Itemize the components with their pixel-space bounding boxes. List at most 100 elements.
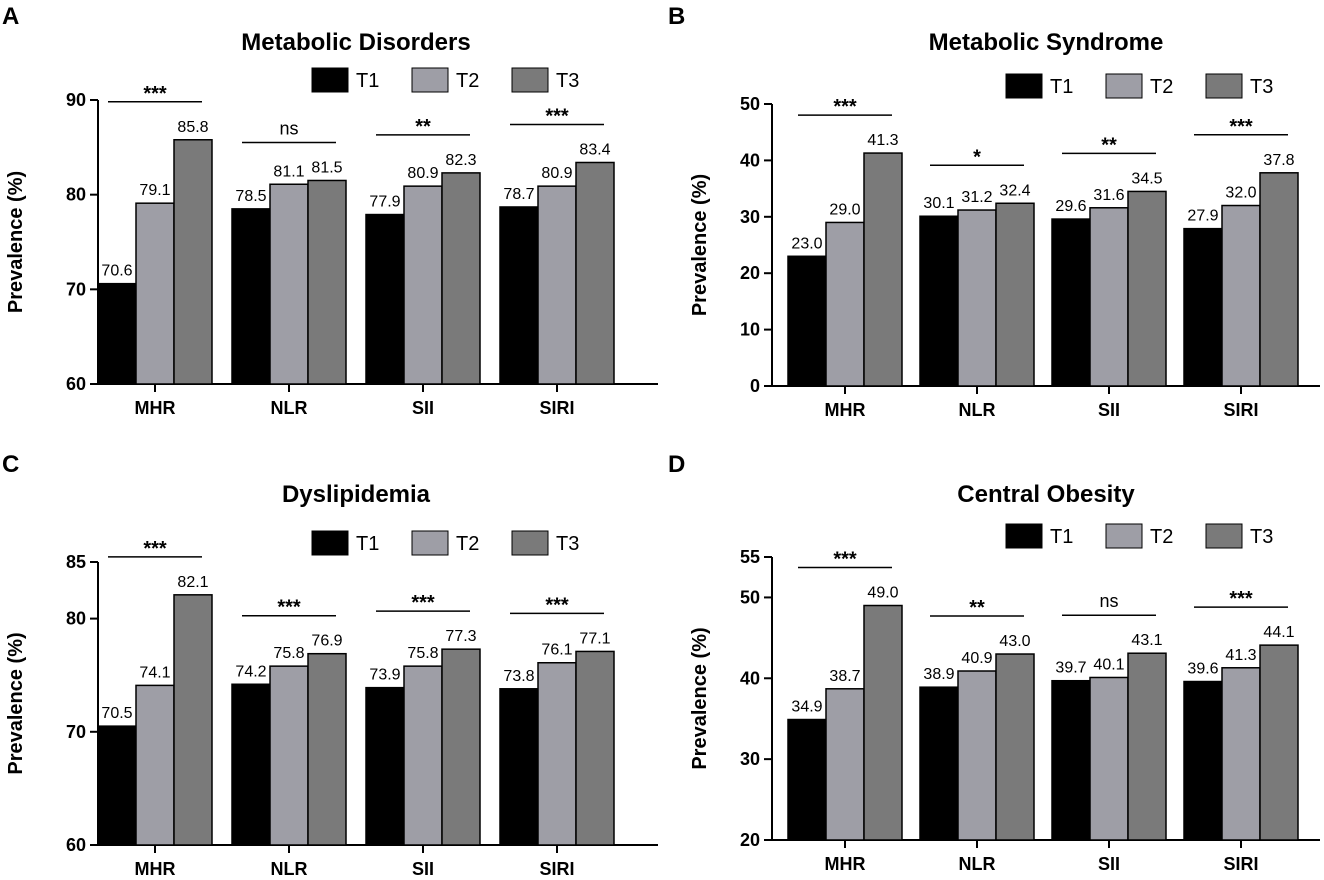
y-tick-label: 40: [740, 668, 760, 688]
bar-sii-t1: [365, 686, 405, 846]
data-label-siri-t3: 83.4: [579, 141, 610, 158]
legend-swatch-t3: [511, 530, 549, 556]
panel-b: B Metabolic Syndrome T1 T2 T3 Prevalence (%) 0…: [668, 3, 1320, 420]
y-tick-label: 55: [740, 547, 760, 567]
data-label-sii-t3: 34.5: [1131, 170, 1162, 187]
bar-mhr-t3: [863, 152, 903, 387]
bar-nlr-t1: [231, 208, 271, 385]
y-tick-label: 90: [66, 90, 86, 110]
chart-title: Metabolic Syndrome: [929, 29, 1164, 56]
x-category-siri: SIRI: [539, 859, 574, 879]
bar-mhr-t3: [173, 594, 213, 846]
bar-mhr-t1: [787, 255, 827, 387]
bar-mhr-t3: [173, 139, 213, 385]
legend-swatch-t2: [411, 67, 449, 93]
y-axis-label: Prevalence (%): [689, 627, 711, 769]
bar-mhr-t1: [787, 718, 827, 841]
bar-sii-t2: [403, 185, 443, 385]
data-label-mhr-t3: 49.0: [867, 585, 898, 602]
bar-sii-t2: [1089, 676, 1129, 841]
bar-siri-t3: [1259, 172, 1299, 387]
y-tick-label: 10: [740, 320, 760, 340]
significance-marker-mhr: ***: [143, 83, 167, 105]
y-tick-label: 80: [66, 185, 86, 205]
panel-d: D Central Obesity T1 T2 T3 Prevalence (%) 20 30…: [668, 451, 1320, 874]
data-label-mhr-t1: 70.5: [101, 705, 132, 722]
y-tick-label: 60: [66, 374, 86, 394]
data-label-mhr-t3: 85.8: [177, 119, 208, 136]
panel-letter: A: [2, 3, 19, 30]
bar-nlr-t1: [231, 683, 271, 846]
data-label-mhr-t1: 23.0: [791, 235, 822, 252]
data-label-nlr-t3: 32.4: [999, 182, 1030, 199]
bar-sii-t3: [441, 648, 481, 846]
legend-swatch-t1: [1005, 523, 1043, 549]
legend-label-t3: T3: [556, 70, 579, 92]
bar-sii-t1: [1051, 679, 1091, 841]
y-axis-label: Prevalence (%): [5, 632, 27, 774]
significance-marker-mhr: ***: [143, 538, 167, 560]
bar-sii-t2: [1089, 207, 1129, 387]
y-tick-label: 30: [740, 207, 760, 227]
legend-swatch-t3: [511, 67, 549, 93]
y-tick-label: 70: [66, 279, 86, 299]
bar-mhr-t2: [825, 688, 865, 841]
bar-mhr-t3: [863, 604, 903, 841]
bar-siri-t2: [1221, 204, 1261, 387]
significance-marker-nlr: *: [973, 146, 981, 168]
data-label-siri-t3: 44.1: [1263, 624, 1294, 641]
bar-siri-t1: [499, 688, 539, 846]
significance-marker-siri: ***: [1229, 116, 1253, 138]
bar-nlr-t3: [995, 653, 1035, 841]
legend-swatch-t1: [311, 67, 349, 93]
data-label-nlr-t3: 76.9: [311, 633, 342, 650]
y-tick-label: 30: [740, 749, 760, 769]
significance-marker-sii: ***: [411, 592, 435, 614]
panel-c: C Dyslipidemia T1 T2 T3 Prevalence (%) 60 70 80 8…: [2, 451, 658, 879]
data-label-nlr-t2: 75.8: [273, 645, 304, 662]
data-label-mhr-t1: 70.6: [101, 263, 132, 280]
x-category-sii: SII: [412, 398, 434, 418]
data-label-sii-t1: 77.9: [369, 194, 400, 211]
data-label-siri-t2: 32.0: [1225, 185, 1256, 202]
data-label-sii-t3: 77.3: [445, 628, 476, 645]
data-label-nlr-t2: 81.1: [273, 163, 304, 180]
data-label-siri-t1: 27.9: [1187, 208, 1218, 225]
significance-marker-nlr: ns: [279, 118, 298, 138]
data-label-sii-t1: 29.6: [1055, 198, 1086, 215]
x-category-siri: SIRI: [1223, 400, 1258, 420]
chart-title: Dyslipidemia: [282, 481, 431, 508]
x-category-siri: SIRI: [539, 398, 574, 418]
bar-mhr-t2: [825, 221, 865, 387]
data-label-mhr-t2: 79.1: [139, 182, 170, 199]
y-tick-label: 40: [740, 150, 760, 170]
legend-label-t3: T3: [556, 533, 579, 555]
legend-label-t3: T3: [1250, 526, 1273, 548]
significance-marker-nlr: ***: [277, 597, 301, 619]
bar-mhr-t1: [97, 282, 137, 385]
legend-swatch-t3: [1205, 523, 1243, 549]
y-tick-label: 50: [740, 587, 760, 607]
bar-sii-t1: [1051, 218, 1091, 387]
data-label-siri-t1: 39.6: [1187, 661, 1218, 678]
y-tick-label: 80: [66, 609, 86, 629]
bar-siri-t1: [499, 206, 539, 385]
bar-sii-t3: [1127, 652, 1167, 841]
bar-nlr-t3: [307, 179, 347, 385]
significance-marker-nlr: **: [969, 597, 985, 619]
data-label-siri-t1: 73.8: [503, 668, 534, 685]
bar-mhr-t2: [135, 684, 175, 846]
bar-siri-t3: [1259, 644, 1299, 841]
legend-swatch-t3: [1205, 73, 1243, 99]
y-tick-label: 70: [66, 722, 86, 742]
y-tick-label: 20: [740, 263, 760, 283]
data-label-sii-t2: 40.1: [1093, 656, 1124, 673]
x-category-nlr: NLR: [271, 859, 308, 879]
bar-siri-t2: [1221, 667, 1261, 841]
data-label-siri-t1: 78.7: [503, 186, 534, 203]
bar-siri-t3: [575, 650, 615, 846]
legend-label-t3: T3: [1250, 76, 1273, 98]
data-label-sii-t2: 80.9: [407, 165, 438, 182]
legend-swatch-t2: [1105, 73, 1143, 99]
